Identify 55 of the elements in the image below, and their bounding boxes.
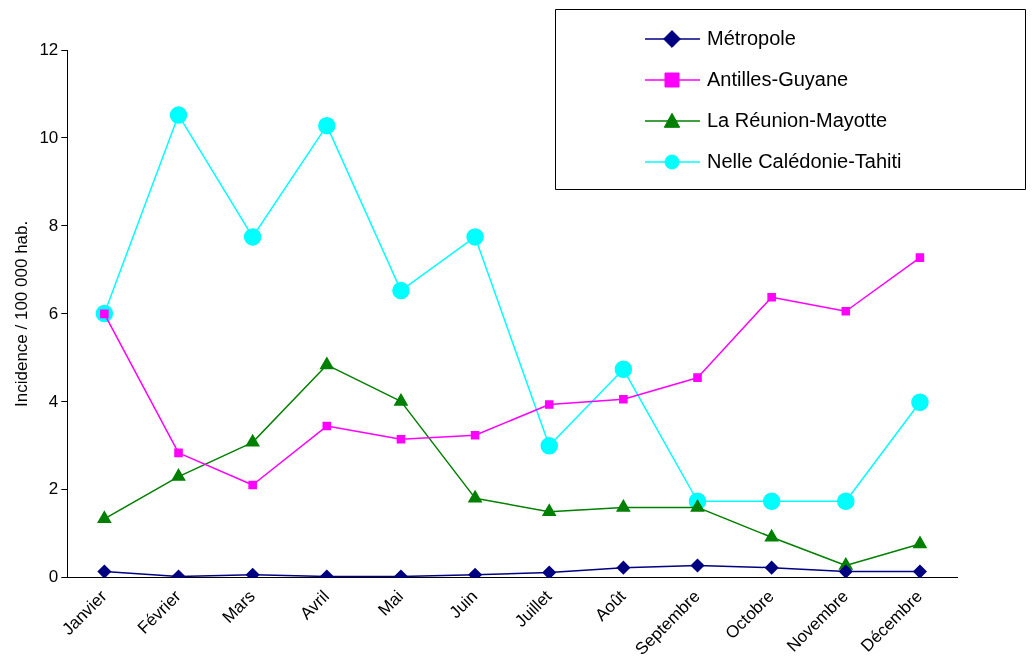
- legend-label: Nelle Calédonie-Tahiti: [707, 149, 902, 172]
- point: [468, 567, 482, 578]
- point: [614, 360, 633, 379]
- point: [544, 400, 554, 409]
- point: [542, 504, 557, 517]
- point: [322, 421, 332, 431]
- point: [396, 434, 406, 444]
- point: [392, 281, 410, 300]
- point: [764, 560, 779, 575]
- point: [913, 536, 927, 549]
- y-tick-label: 4: [48, 391, 59, 411]
- point: [690, 499, 705, 512]
- x-tick-label: Mai: [374, 586, 408, 620]
- point: [913, 564, 927, 578]
- point: [616, 499, 631, 512]
- point: [319, 357, 334, 370]
- point: [764, 529, 779, 542]
- point: [767, 292, 776, 302]
- point: [616, 560, 631, 575]
- point: [245, 567, 260, 578]
- y-tick-label: 10: [39, 127, 59, 147]
- point: [690, 558, 705, 573]
- point: [839, 564, 853, 578]
- point: [97, 511, 112, 524]
- point: [169, 106, 188, 124]
- point: [174, 448, 183, 458]
- y-tick-label: 0: [48, 567, 59, 587]
- y-tick-label: 2: [48, 479, 59, 499]
- point: [762, 492, 781, 510]
- point: [468, 490, 482, 503]
- point: [837, 492, 855, 510]
- y-tick-label: 12: [39, 39, 59, 59]
- y-tick-label: 6: [48, 303, 59, 323]
- point: [171, 468, 186, 481]
- point: [318, 116, 336, 135]
- legend-label: Métropole: [707, 26, 796, 49]
- legend-label: La Réunion-Mayotte: [707, 108, 888, 131]
- point: [915, 253, 925, 262]
- point: [841, 306, 851, 316]
- point: [542, 565, 556, 578]
- x-tick-label: Juin: [445, 586, 482, 623]
- point: [394, 393, 408, 406]
- y-tick-label: 8: [48, 215, 59, 235]
- point: [243, 228, 262, 246]
- point: [466, 228, 484, 246]
- point: [619, 394, 628, 404]
- point: [911, 393, 929, 412]
- legend-label: Antilles-Guyane: [707, 67, 849, 90]
- point: [245, 434, 260, 447]
- point: [540, 437, 558, 455]
- point: [693, 373, 702, 382]
- point: [470, 430, 480, 440]
- point: [248, 480, 257, 490]
- y-axis-title: Incidence / 100 000 hab.: [11, 220, 31, 407]
- point: [97, 564, 112, 578]
